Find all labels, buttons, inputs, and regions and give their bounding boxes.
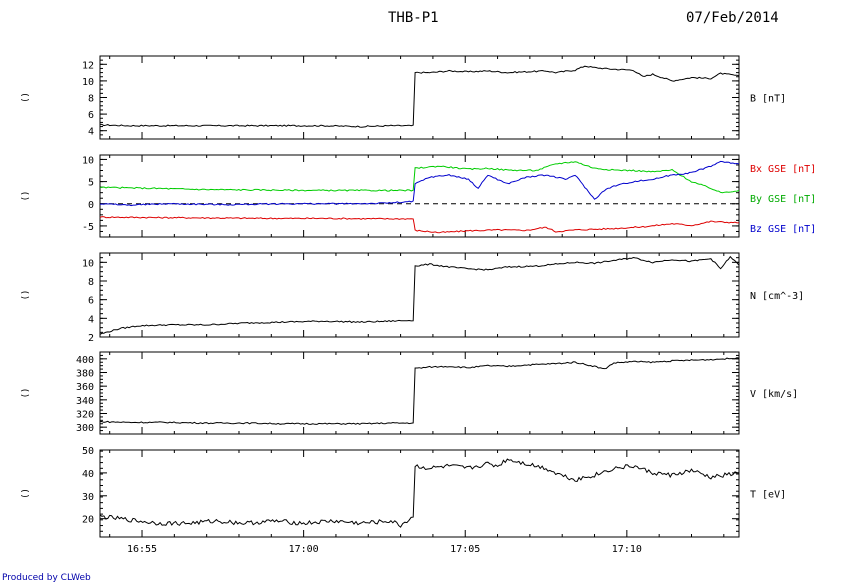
panel-4: 300 320 340 360 380 400 () V [km/s]: [21, 351, 798, 435]
y-tick-label: 340: [76, 396, 94, 407]
panel-unit-label: (): [21, 191, 31, 202]
y-tick-label: 40: [82, 469, 94, 480]
panel-frame: [99, 55, 740, 140]
y-tick-label: 50: [82, 446, 94, 457]
y-tick-label: 12: [82, 60, 94, 71]
panel-unit-label: (): [21, 92, 31, 103]
x-tick-label: 17:10: [612, 544, 642, 555]
b-trace: [100, 65, 740, 128]
y-tick-label: 360: [76, 382, 94, 393]
panel-unit-label: (): [21, 388, 31, 399]
x-tick-label: 16:55: [127, 544, 157, 555]
y-tick-label: 4: [88, 127, 94, 138]
panel-frame: [99, 449, 740, 538]
credit-text: Produced by CLWeb: [2, 573, 91, 583]
n-trace: [99, 255, 740, 335]
y-tick-label: 10: [82, 155, 94, 166]
panel-2: -5 0 5 10 (): [21, 154, 740, 238]
x-tick-label: 17:00: [289, 544, 319, 555]
y-tick-label: 10: [82, 77, 94, 88]
bz-label: Bz GSE [nT]: [750, 224, 816, 235]
panel-label: N [cm^-3]: [750, 291, 804, 302]
y-tick-label: 6: [88, 296, 94, 307]
bx-trace: [99, 216, 740, 234]
y-tick-label: 10: [82, 258, 94, 269]
y-tick-label: 300: [76, 423, 94, 434]
y-tick-label: 8: [88, 277, 94, 288]
y-tick-label: 2: [88, 333, 94, 344]
y-tick-label: 4: [88, 314, 94, 325]
panel-1: 4 6 8 10 12 () B [nT]: [21, 55, 786, 140]
by-label: By GSE [nT]: [750, 194, 816, 205]
panel-3: 2 4 6 8 10 () N [cm^-3]: [21, 252, 804, 344]
plot-date: 07/Feb/2014: [686, 10, 779, 26]
panel-frame: [99, 154, 740, 238]
panel-label: B [nT]: [750, 94, 786, 105]
y-tick-label: 8: [88, 94, 94, 105]
y-tick-label: 380: [76, 369, 94, 380]
y-tick-label: 20: [82, 515, 94, 526]
bx-label: Bx GSE [nT]: [750, 164, 816, 175]
y-tick-label: -5: [82, 222, 94, 233]
panel-frame: [99, 351, 740, 435]
y-tick-label: 5: [88, 178, 94, 189]
panel-unit-label: (): [21, 488, 31, 499]
y-tick-label: 6: [88, 110, 94, 121]
panel-unit-label: (): [21, 290, 31, 301]
y-tick-label: 320: [76, 410, 94, 421]
panel-5: 20 30 40 50 () T [eV]: [21, 446, 786, 538]
v-trace: [99, 357, 740, 425]
x-tick-label: 17:05: [450, 544, 480, 555]
bz-trace: [99, 160, 740, 207]
plot-title: THB-P1: [388, 10, 439, 26]
t-trace: [99, 458, 740, 528]
panel-label: T [eV]: [750, 490, 786, 501]
panel-label: V [km/s]: [750, 389, 798, 400]
y-tick-label: 400: [76, 355, 94, 366]
y-tick-label: 30: [82, 492, 94, 503]
y-tick-label: 0: [88, 200, 94, 211]
by-trace: [99, 161, 740, 194]
